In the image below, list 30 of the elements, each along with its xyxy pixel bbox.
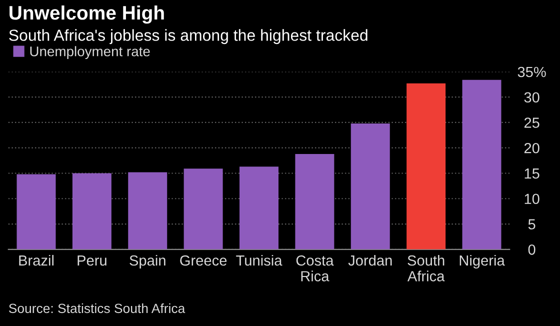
- bar: [72, 173, 112, 250]
- x-tick-label: Greece: [180, 255, 227, 266]
- x-tick-label: Spain: [130, 254, 166, 269]
- y-tick-label: 0: [528, 244, 536, 255]
- bar: [295, 154, 334, 250]
- bar: [184, 168, 223, 250]
- bar: [406, 83, 446, 250]
- y-tick-label: 20: [524, 142, 540, 154]
- legend-label: Unemployment rate: [30, 46, 150, 60]
- chart-subtitle: South Africa's jobless is among the highest tracked: [9, 29, 368, 44]
- y-tick-label: 25: [524, 118, 540, 128]
- chart-title: Unwelcome High: [10, 5, 164, 24]
- bar: [350, 124, 390, 250]
- y-tick-label: 10: [524, 194, 540, 204]
- x-tick-label: South Africa: [407, 254, 445, 282]
- source-note: Source: Statistics South Africa: [9, 303, 186, 314]
- y-tick-label: 30: [524, 92, 540, 103]
- y-tick-label: 5: [528, 219, 536, 230]
- y-tick-label: 15: [524, 168, 540, 179]
- x-tick-label: Peru: [78, 255, 106, 266]
- x-tick-label: Brazil: [19, 254, 54, 266]
- y-tick-label: 35%: [518, 66, 546, 78]
- x-tick-label: Costa Rica: [296, 255, 334, 282]
- x-tick-label: Nigeria: [460, 254, 505, 269]
- bar: [16, 174, 56, 250]
- bar: [128, 172, 168, 250]
- bar: [240, 166, 278, 250]
- x-tick-label: Jordan: [348, 254, 392, 266]
- bar: [462, 80, 502, 250]
- x-tick-label: Tunisia: [236, 254, 282, 266]
